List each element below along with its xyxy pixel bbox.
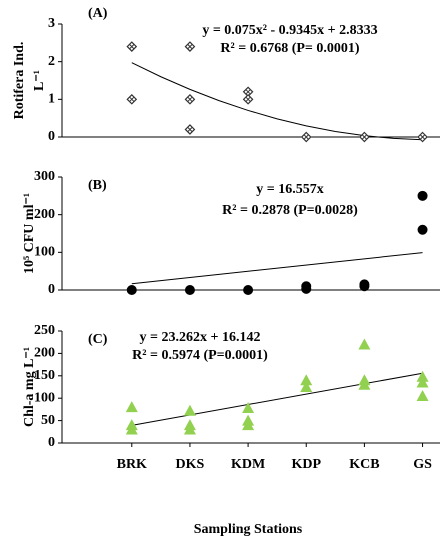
point-cross <box>187 44 193 49</box>
point <box>359 131 370 143</box>
point <box>126 41 138 52</box>
equation: y = 16.557x <box>256 182 323 197</box>
x-tick-label: KCB <box>349 457 379 472</box>
y-tick-label: 200 <box>34 207 55 222</box>
point <box>184 93 196 105</box>
point <box>125 423 138 435</box>
x-axis-label: Sampling Stations <box>194 522 303 537</box>
y-tick-label: 100 <box>34 390 55 405</box>
point-cross <box>129 96 135 102</box>
trendline <box>131 252 423 285</box>
point-cross <box>362 134 367 140</box>
point <box>242 402 255 414</box>
point <box>417 131 428 143</box>
point <box>126 285 137 295</box>
r-squared: R² = 0.5974 (P=0.0001) <box>132 348 268 363</box>
y-axis-label: Chl-a mg L⁻¹ <box>22 347 37 427</box>
point <box>416 389 429 401</box>
point <box>300 381 313 392</box>
point <box>358 338 371 350</box>
x-tick-label: KDM <box>231 457 265 472</box>
equation: y = 23.262x + 16.142 <box>140 330 261 345</box>
point <box>184 124 196 135</box>
y-axis-label: 10⁵ CFU ml⁻¹ <box>22 193 37 274</box>
point-cross <box>187 96 193 102</box>
point-cross <box>187 127 193 132</box>
panel-label: (B) <box>88 178 107 193</box>
x-tick-label: KDP <box>291 457 321 472</box>
point <box>300 374 313 386</box>
point <box>126 93 138 105</box>
point <box>242 419 255 431</box>
point-cross <box>129 44 135 49</box>
y-tick-label: 0 <box>48 282 55 297</box>
x-tick-label: BRK <box>117 457 147 472</box>
point-cross <box>303 134 309 140</box>
y-tick-label: 100 <box>34 245 55 260</box>
y-tick-label: 150 <box>34 368 55 383</box>
y-tick-label: 3 <box>48 16 55 31</box>
y-tick-label: 0 <box>48 435 55 450</box>
y-tick-label: 250 <box>34 323 55 338</box>
panel-label: (C) <box>88 332 108 347</box>
point <box>125 401 138 413</box>
point <box>416 370 429 382</box>
point <box>242 93 254 105</box>
y-tick-label: 50 <box>41 413 55 428</box>
point-cross <box>245 96 251 102</box>
point <box>300 131 312 143</box>
point <box>417 190 428 201</box>
point <box>416 376 429 388</box>
point <box>184 285 195 295</box>
y-tick-label: 200 <box>34 346 55 361</box>
y-tick-label: 300 <box>34 169 55 184</box>
x-tick-label: DKS <box>176 457 205 472</box>
point <box>243 285 254 295</box>
point <box>183 404 196 416</box>
point <box>417 224 428 235</box>
y-axis-label: L⁻¹ <box>32 70 47 91</box>
point-cross <box>245 89 251 95</box>
trendline <box>131 372 423 426</box>
equation: y = 0.075x² - 0.9345x + 2.8333 <box>202 23 377 38</box>
y-axis-label: Rotifera Ind. <box>12 42 27 120</box>
r-squared: R² = 0.6768 (P= 0.0001) <box>220 41 359 56</box>
x-tick-label: GS <box>413 457 432 472</box>
point <box>358 378 371 390</box>
r-squared: R² = 0.2878 (P=0.0028) <box>222 203 358 218</box>
point <box>359 281 370 292</box>
y-tick-label: 0 <box>48 129 55 144</box>
point-cross <box>420 134 425 140</box>
point <box>184 41 196 52</box>
panel-label: (A) <box>88 6 108 21</box>
trendline <box>131 62 423 141</box>
point <box>183 423 196 435</box>
y-tick-label: 2 <box>48 54 55 69</box>
y-tick-label: 1 <box>48 92 55 107</box>
point <box>301 283 312 294</box>
